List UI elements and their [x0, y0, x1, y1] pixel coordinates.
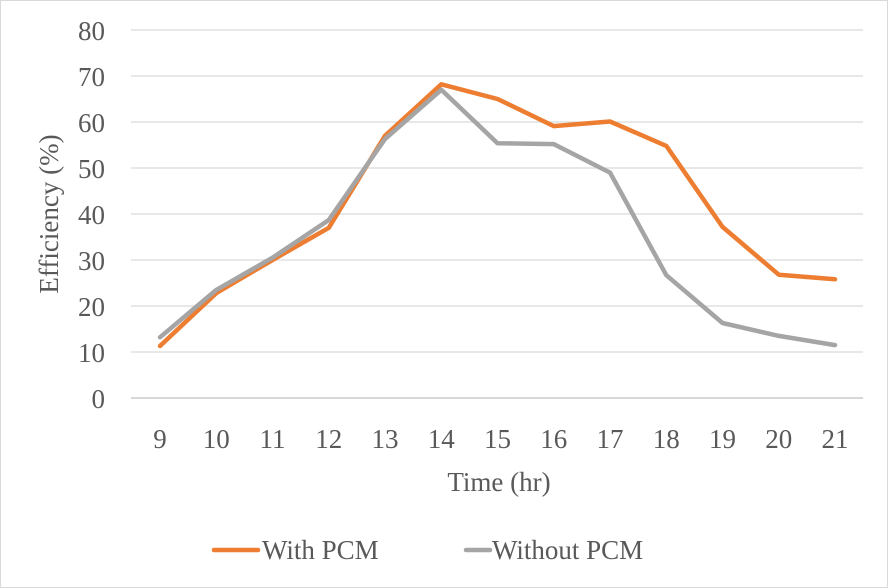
x-tick-label: 14 [428, 424, 456, 454]
series-line-with-pcm [157, 82, 838, 349]
y-axis-ticks: 0 10 20 30 40 50 60 70 80 [78, 16, 105, 414]
y-tick-label: 20 [78, 292, 105, 322]
series-lines [157, 82, 838, 349]
x-tick-label: 9 [153, 424, 167, 454]
x-tick-label: 13 [372, 424, 399, 454]
y-tick-label: 40 [78, 200, 105, 230]
y-tick-label: 80 [78, 16, 105, 46]
y-tick-label: 10 [78, 338, 105, 368]
gridlines [131, 29, 863, 399]
x-tick-label: 19 [709, 424, 736, 454]
y-tick-label: 70 [78, 62, 105, 92]
x-tick-label: 10 [203, 424, 230, 454]
y-tick-label: 0 [92, 384, 106, 414]
x-tick-label: 20 [765, 424, 792, 454]
legend-label: Without PCM [492, 535, 643, 565]
x-tick-label: 12 [315, 424, 342, 454]
legend-label: With PCM [262, 535, 379, 565]
y-tick-label: 30 [78, 246, 105, 276]
x-tick-label: 15 [484, 424, 511, 454]
y-axis-title: Efficiency (%) [34, 134, 64, 293]
y-tick-label: 60 [78, 108, 105, 138]
legend: With PCM Without PCM [211, 535, 643, 565]
x-tick-label: 11 [260, 424, 286, 454]
x-axis-ticks: 9 10 11 12 13 14 15 16 17 18 19 20 21 [153, 424, 848, 454]
series-line-without-pcm [157, 87, 838, 348]
y-tick-label: 50 [78, 154, 105, 184]
x-tick-label: 16 [540, 424, 567, 454]
x-tick-label: 21 [822, 424, 849, 454]
x-tick-label: 17 [597, 424, 624, 454]
x-axis-title: Time (hr) [447, 467, 550, 497]
x-tick-label: 18 [653, 424, 680, 454]
